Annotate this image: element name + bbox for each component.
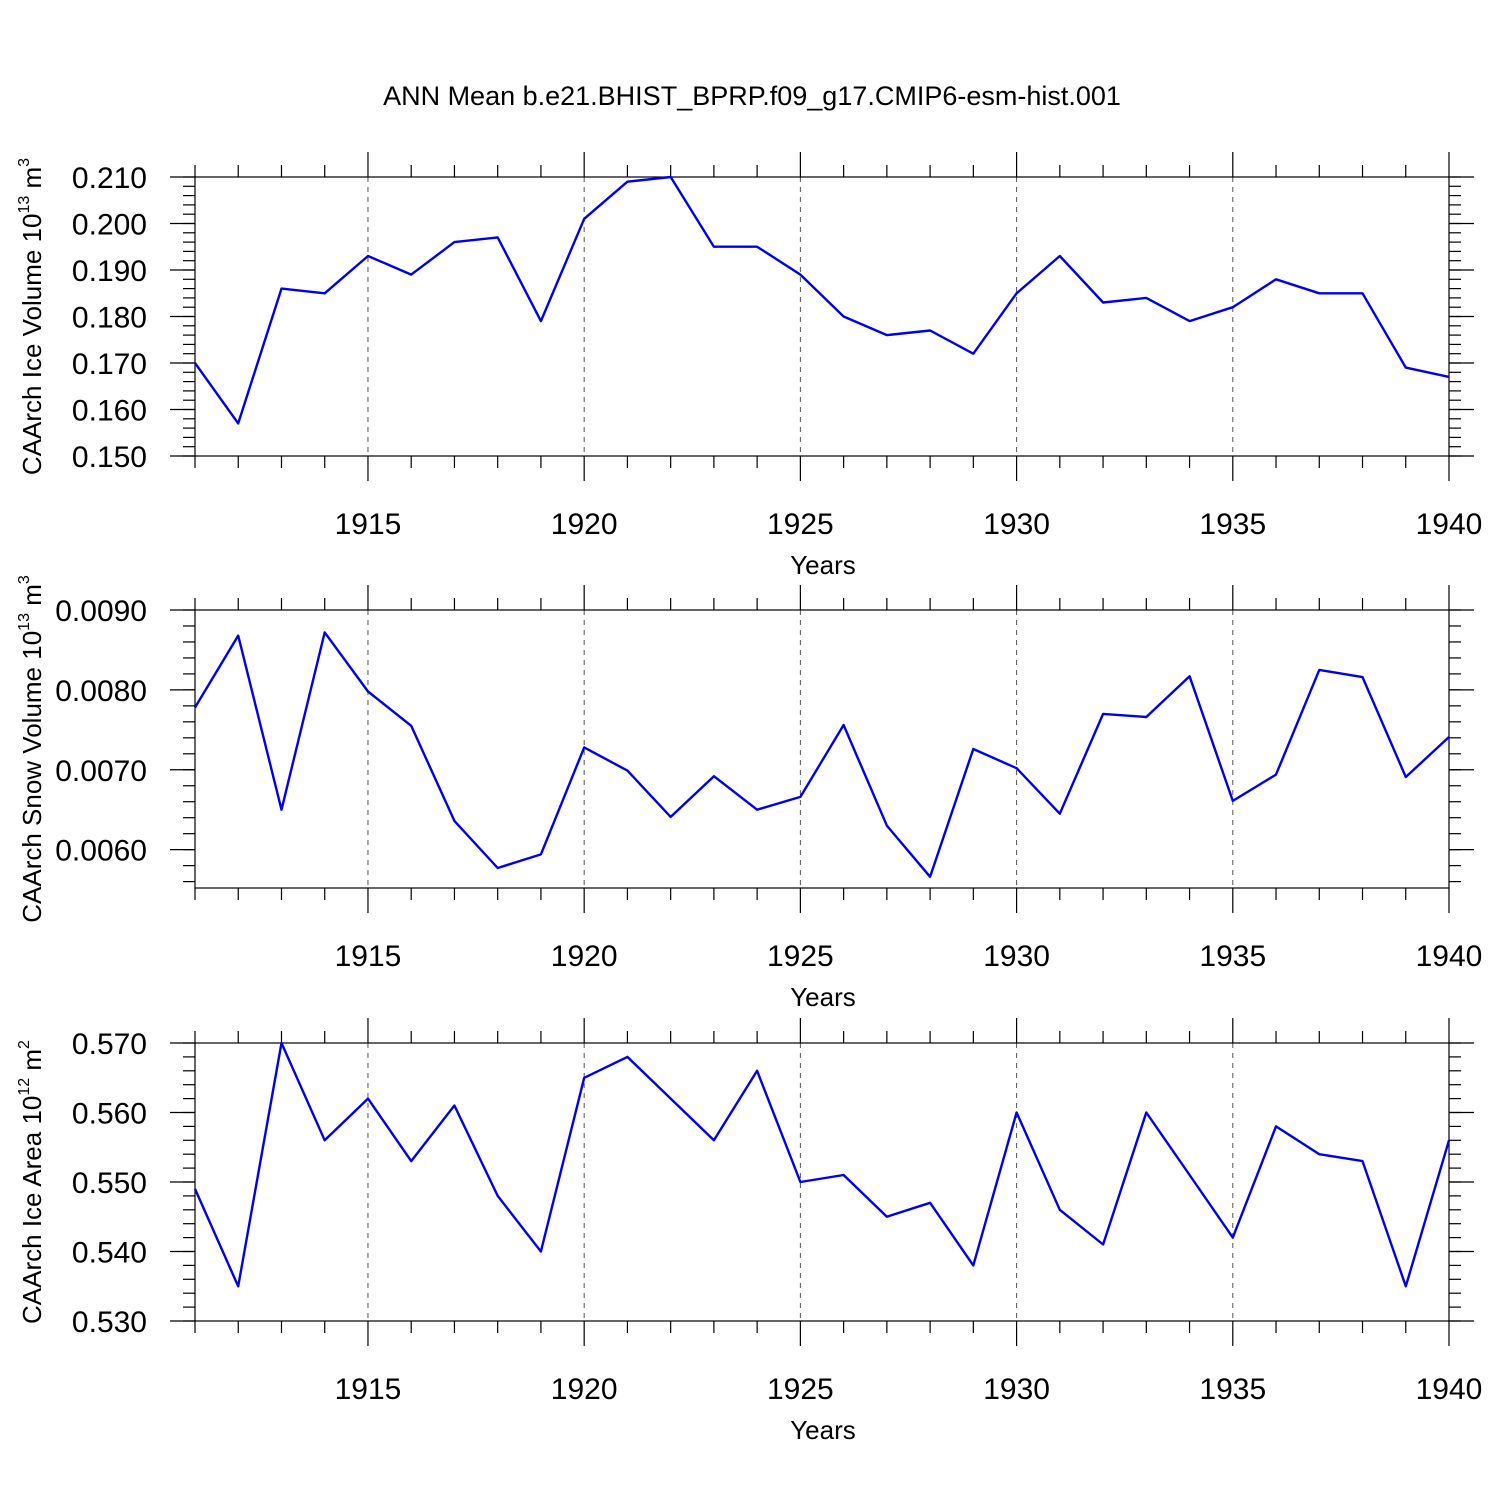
x-tick-label: 1930	[983, 940, 1050, 973]
y-tick-label: 0.150	[72, 441, 147, 474]
y-tick-label: 0.0080	[55, 675, 147, 708]
y-tick-label: 0.200	[72, 209, 147, 242]
series-line	[193, 1041, 1451, 1288]
x-tick-label: 1925	[767, 508, 834, 541]
x-tick-label: 1935	[1199, 940, 1266, 973]
y-tick-label: 0.530	[72, 1306, 147, 1339]
chart-title: ANN Mean b.e21.BHIST_BPRP.f09_g17.CMIP6-…	[383, 81, 1121, 111]
x-axis-label: Years	[790, 1415, 856, 1445]
x-tick-label: 1915	[335, 1373, 402, 1406]
x-tick-label: 1930	[983, 508, 1050, 541]
x-tick-label: 1935	[1199, 1373, 1266, 1406]
y-axis-label: CAArch Ice Area 1012 m2	[16, 1040, 47, 1324]
x-tick-label: 1925	[767, 940, 834, 973]
series-line	[194, 175, 1450, 425]
y-tick-label: 0.0060	[55, 835, 147, 868]
plot-frame	[194, 176, 1450, 457]
y-tick-label: 0.170	[72, 348, 147, 381]
x-tick-label: 1940	[1416, 940, 1483, 973]
x-axis-label: Years	[790, 982, 856, 1012]
x-tick-label: 1920	[551, 1373, 618, 1406]
y-tick-label: 0.190	[72, 255, 147, 288]
y-tick-label: 0.0070	[55, 755, 147, 788]
x-tick-label: 1930	[983, 1373, 1050, 1406]
panel-2: 1915 1920 1925 1930 1935 1940 0.0060 0.0070 0.00…	[16, 575, 1482, 1012]
x-axis-label: Years	[790, 550, 856, 580]
x-tick-label: 1940	[1416, 1373, 1483, 1406]
y-axis-label: CAArch Ice Volume 1013 m3	[16, 158, 47, 475]
y-tick-label: 0.570	[72, 1028, 147, 1061]
x-tick-label: 1935	[1199, 508, 1266, 541]
x-tick-label: 1925	[767, 1373, 834, 1406]
x-tick-label: 1940	[1416, 508, 1483, 541]
y-tick-label: 0.540	[72, 1237, 147, 1270]
y-tick-label: 0.160	[72, 395, 147, 428]
x-tick-label: 1920	[551, 940, 618, 973]
y-tick-label: 0.0090	[55, 595, 147, 628]
series-line	[193, 631, 1450, 878]
y-tick-label: 0.550	[72, 1167, 147, 1200]
plot-frame	[194, 1042, 1450, 1322]
plot-frame	[194, 609, 1450, 889]
x-tick-label: 1915	[335, 940, 402, 973]
panel-3: 1915 1920 1925 1930 1935 1940 0.530 0.540 0.550 0…	[16, 1018, 1482, 1445]
y-tick-label: 0.560	[72, 1098, 147, 1131]
y-tick-label: 0.180	[72, 302, 147, 335]
x-tick-label: 1920	[551, 508, 618, 541]
y-tick-label: 0.210	[72, 162, 147, 195]
y-axis-label: CAArch Snow Volume 1013 m3	[16, 575, 47, 923]
panels: 1915 1920 1925 1930 1935 1940 0.150 0.160 0.170 0…	[16, 152, 1482, 1445]
x-tick-label: 1915	[335, 508, 402, 541]
panel-1: 1915 1920 1925 1930 1935 1940 0.150 0.160 0.170 0…	[16, 152, 1482, 580]
